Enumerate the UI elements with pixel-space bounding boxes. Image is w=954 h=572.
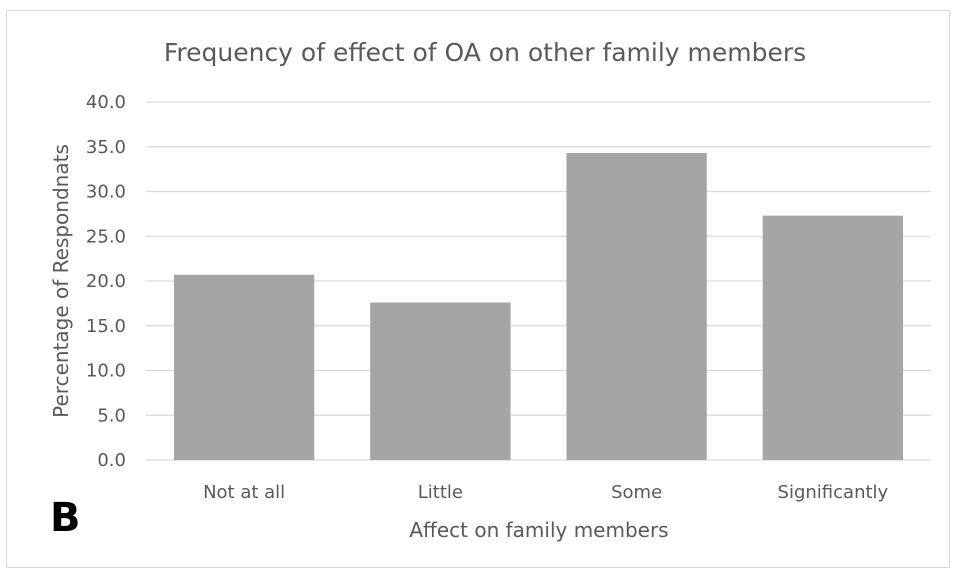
y-tick-label: 25.0 — [86, 226, 126, 247]
bar-some — [566, 153, 707, 460]
y-tick-label: 30.0 — [86, 182, 126, 203]
x-tick-label: Not at all — [203, 482, 285, 503]
bars — [173, 153, 904, 460]
x-tick-label: Little — [418, 482, 463, 503]
y-tick-label: 35.0 — [86, 137, 126, 158]
chart-title: Frequency of effect of OA on other famil… — [164, 38, 806, 67]
y-tick-label: 20.0 — [86, 271, 126, 292]
bar-little — [370, 302, 511, 460]
y-tick-label: 10.0 — [86, 361, 126, 382]
y-tick-label: 40.0 — [86, 92, 126, 113]
panel-label: B — [50, 495, 81, 541]
y-axis-ticks: 0.0 5.0 10.0 15.0 20.0 25.0 30.0 35.0 40.0 — [86, 92, 126, 471]
y-tick-label: 15.0 — [86, 316, 126, 337]
bar-not-at-all — [173, 274, 315, 460]
y-tick-label: 0.0 — [97, 450, 126, 471]
y-axis-title: Percentage of Respondnats — [49, 144, 73, 418]
x-axis-title: Affect on family members — [409, 518, 668, 542]
bar-significantly — [762, 215, 904, 460]
x-tick-label: Some — [611, 482, 662, 503]
x-tick-label: Significantly — [778, 482, 889, 503]
x-axis-ticks: Not at all Little Some Significantly — [203, 482, 888, 503]
y-tick-label: 5.0 — [97, 405, 126, 426]
